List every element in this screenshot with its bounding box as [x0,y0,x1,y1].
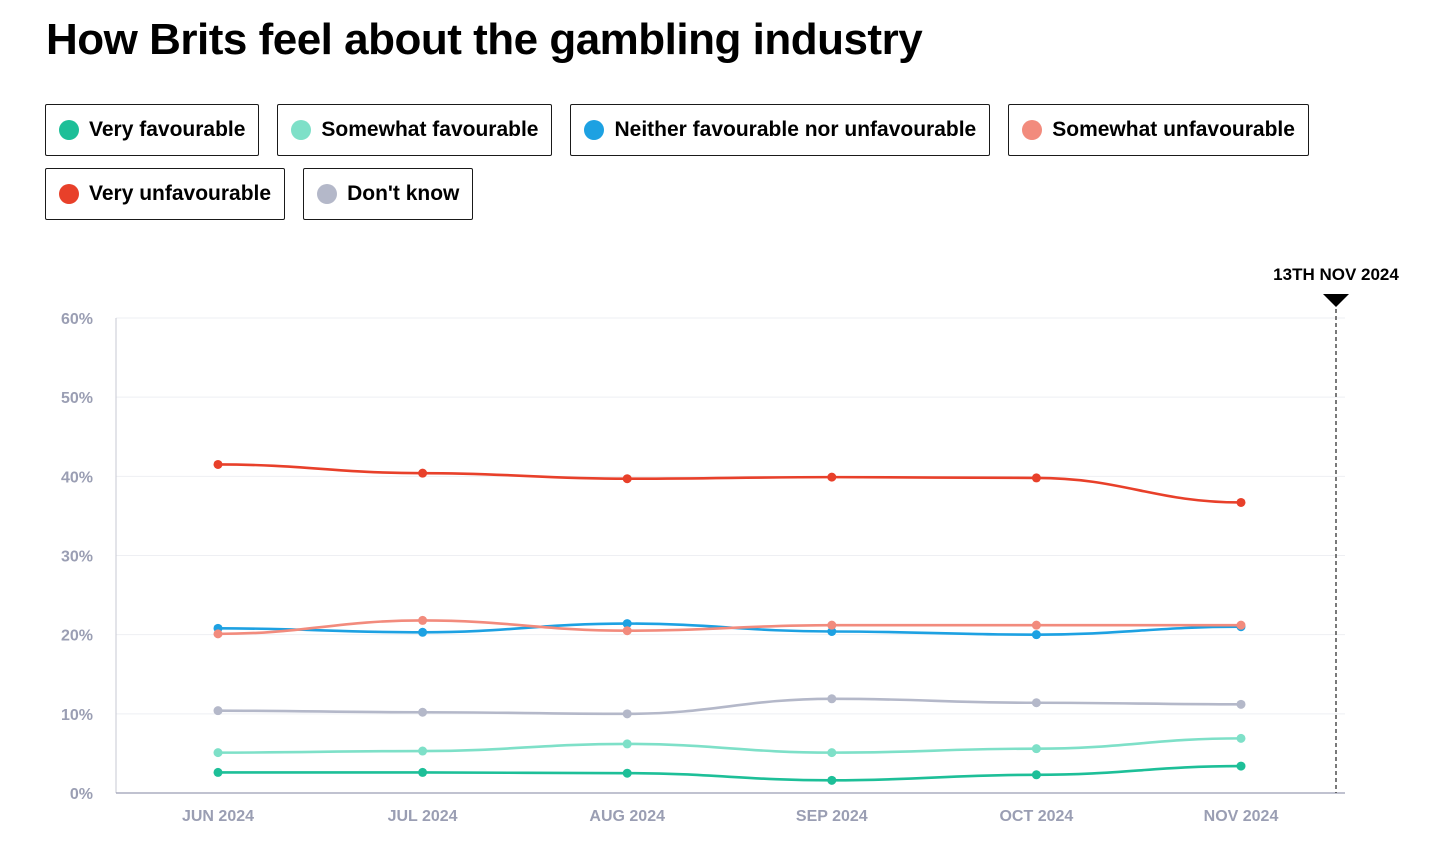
x-tick-label: JUL 2024 [388,808,458,825]
legend-dot-icon [59,184,79,204]
y-tick-label: 0% [70,786,93,803]
date-marker-label: 13TH NOV 2024 [1273,265,1399,284]
legend-label: Somewhat unfavourable [1052,118,1295,141]
data-point[interactable] [827,627,837,636]
y-tick-label: 50% [61,390,93,407]
series-line [216,463,1243,504]
data-point[interactable] [1031,698,1041,708]
data-point[interactable] [1031,770,1041,780]
series-very-favourable [213,761,1246,785]
legend-dot-icon [317,184,338,204]
legend-dot-icon [59,120,79,140]
legend-label: Neither favourable nor unfavourable [614,118,977,141]
data-point[interactable] [827,472,837,482]
series-very-unfavourable [213,459,1246,507]
legend-dot-icon [584,120,605,140]
series-somewhat-favourable [213,733,1246,758]
series-don-t-know [213,694,1246,719]
x-tick-label: SEP 2024 [796,808,868,825]
x-tick-label: NOV 2024 [1204,808,1279,825]
legend-item-very-unfavourable[interactable]: Very unfavourable [45,168,286,220]
legend-label: Very unfavourable [89,182,272,205]
y-tick-label: 60% [61,311,93,328]
data-point[interactable] [622,768,632,778]
data-point[interactable] [1236,620,1246,630]
legend-label: Somewhat favourable [321,118,539,141]
data-point[interactable] [827,748,837,758]
data-point[interactable] [1236,497,1246,507]
data-point[interactable] [1031,744,1041,754]
legend-dot-icon [291,120,312,140]
data-point[interactable] [213,748,223,758]
legend-item-neither-favourable-nor-unfavourable[interactable]: Neither favourable nor unfavourable [570,104,991,156]
series-line [216,619,1243,636]
y-tick-label: 30% [61,549,93,566]
data-point[interactable] [1031,630,1041,640]
data-point[interactable] [622,619,632,629]
data-point[interactable] [418,767,428,777]
data-point[interactable] [418,615,428,625]
data-point[interactable] [418,707,428,717]
legend-item-somewhat-favourable[interactable]: Somewhat favourable [277,104,553,156]
chart-title: How Brits feel about the gambling indust… [46,15,923,64]
data-point[interactable] [418,468,428,478]
data-point[interactable] [418,746,428,756]
data-point[interactable] [827,620,837,630]
data-point[interactable] [1031,473,1041,483]
x-tick-label: JUN 2024 [182,808,254,825]
data-point[interactable] [213,767,223,777]
data-point[interactable] [213,459,223,469]
data-point[interactable] [827,694,837,704]
data-point[interactable] [213,629,223,639]
series-somewhat-unfavourable [213,615,1246,639]
data-point[interactable] [213,706,223,716]
data-point[interactable] [1236,733,1246,743]
legend-item-very-favourable[interactable]: Very favourable [45,104,260,156]
series-line [216,697,1243,716]
y-tick-label: 20% [61,628,93,645]
data-point[interactable] [622,474,632,484]
x-tick-label: AUG 2024 [589,808,665,825]
legend: Very favourable Somewhat favourable Neithe… [45,104,1375,220]
x-tick-label: OCT 2024 [999,808,1073,825]
legend-item-don-t-know[interactable]: Don't know [303,168,474,220]
data-point[interactable] [622,709,632,719]
y-tick-label: 40% [61,469,93,486]
date-marker-triangle-icon [1323,294,1349,307]
legend-item-somewhat-unfavourable[interactable]: Somewhat unfavourable [1008,104,1309,156]
legend-label: Don't know [347,182,460,205]
series-line [216,737,1243,754]
y-tick-label: 10% [61,707,93,724]
data-point[interactable] [1236,699,1246,709]
data-point[interactable] [827,775,837,785]
data-point[interactable] [622,626,632,636]
data-point[interactable] [418,627,428,637]
data-point[interactable] [622,739,632,749]
series-line [216,764,1243,782]
data-point[interactable] [1031,620,1041,630]
legend-label: Very favourable [89,118,246,141]
data-point[interactable] [1236,761,1246,771]
legend-dot-icon [1022,120,1043,140]
